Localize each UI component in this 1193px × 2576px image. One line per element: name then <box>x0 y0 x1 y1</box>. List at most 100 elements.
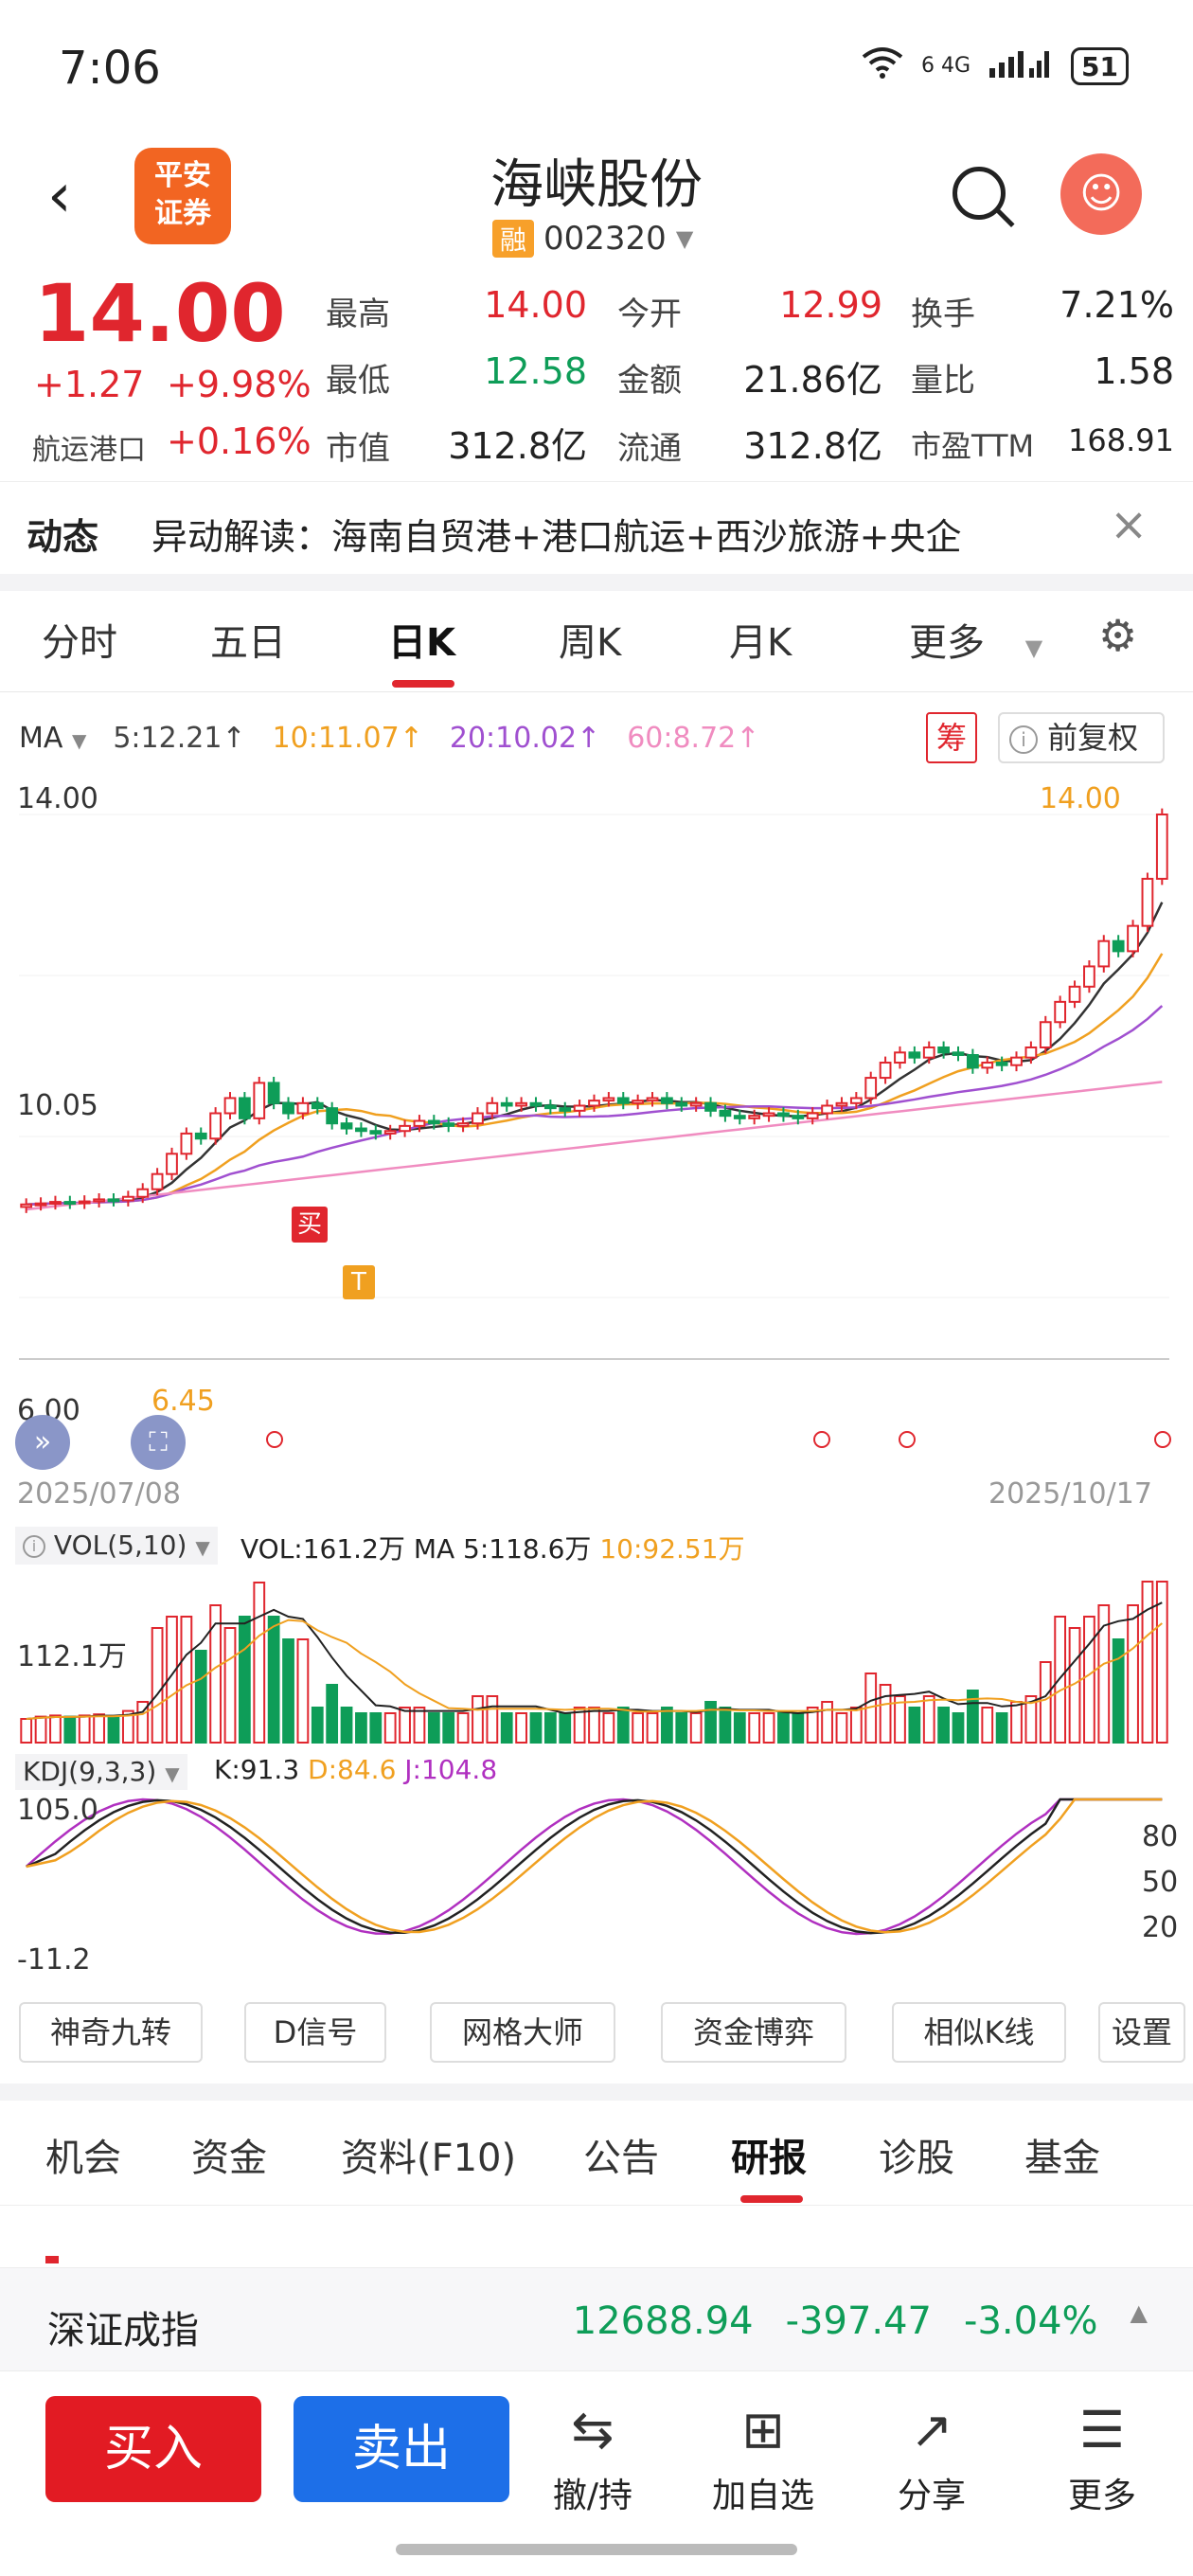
kdj-d-line <box>26 1798 1163 1934</box>
vol-axis-label: 112.1万 <box>17 1640 127 1673</box>
candle-up <box>180 1132 193 1155</box>
stat-value-volume-ratio: 1.58 <box>1094 350 1174 392</box>
stat-value-amount: 21.86亿 <box>743 359 882 401</box>
volume-bar-down <box>63 1715 77 1744</box>
tab-weekly-k[interactable]: 周K <box>559 621 622 665</box>
vol-indicator-selector[interactable]: i VOL(5,10) ▼ <box>15 1527 218 1565</box>
stat-label: 金额 <box>617 362 682 400</box>
candle-up <box>1039 1021 1052 1048</box>
tab-daily-k[interactable]: 日K <box>388 621 455 665</box>
expand-left-icon[interactable]: » <box>15 1415 70 1470</box>
candle-down <box>194 1132 207 1140</box>
tab-announcement[interactable]: 公告 <box>583 2137 659 2180</box>
tab-more[interactable]: 更多 ▼ <box>909 612 1042 667</box>
candle-up <box>515 1101 527 1107</box>
candle-up <box>632 1100 645 1104</box>
volume-bar-down <box>661 1707 673 1744</box>
tab-five-day[interactable]: 五日 <box>210 621 286 665</box>
news-text[interactable]: 异动解读：海南自贸港+港口航运+西沙旅游+央企 <box>151 516 962 558</box>
volume-bar-up <box>1097 1604 1111 1744</box>
ma-legend: MA ▼ 5:12.21↑ 10:11.07↑ 20:10.02↑ 60:8.7… <box>19 722 759 755</box>
tab-fund[interactable]: 基金 <box>1024 2137 1100 2180</box>
chip-distribution-button[interactable]: 筹 <box>926 712 977 763</box>
tab-monthly-k[interactable]: 月K <box>729 621 792 665</box>
volume-bar-down <box>267 1616 280 1744</box>
candle-down <box>661 1097 673 1104</box>
y-axis-mid-label: 10.05 <box>17 1089 98 1122</box>
cancel-hold-button[interactable]: ⇆ 撤/持 <box>526 2400 659 2517</box>
tab-diagnosis[interactable]: 诊股 <box>879 2137 954 2180</box>
close-icon[interactable]: × <box>1110 498 1148 551</box>
buy-button[interactable]: 买入 <box>45 2396 261 2502</box>
candle-up <box>1097 939 1111 968</box>
tool-d-signal[interactable]: D信号 <box>244 2002 386 2063</box>
ma-selector[interactable]: MA ▼ <box>19 722 86 755</box>
volume-bar-up <box>879 1684 892 1744</box>
candle-up <box>1024 1046 1038 1059</box>
news-label: 动态 <box>27 516 99 558</box>
news-strip[interactable] <box>0 481 1193 576</box>
volume-bar-up <box>602 1712 615 1744</box>
volume-bar-up <box>136 1701 150 1744</box>
ma60-value: 60:8.72↑ <box>627 722 760 755</box>
volume-bar-down <box>194 1650 207 1744</box>
tool-magic-nine[interactable]: 神奇九转 <box>19 2002 203 2063</box>
candle-up <box>253 1082 266 1119</box>
broker-logo: 平安 证券 <box>134 148 231 244</box>
kdj-j-line <box>25 1798 1163 1936</box>
tool-fund-game[interactable]: 资金博弈 <box>661 2002 846 2063</box>
fullscreen-icon[interactable]: ⛶ <box>131 1415 186 1470</box>
index-value: 12688.94 <box>572 2299 754 2343</box>
more-label: 更多 <box>1067 2477 1136 2515</box>
back-button[interactable]: ‹ <box>47 161 72 231</box>
stat-label: 市值 <box>326 430 390 468</box>
index-ticker[interactable] <box>0 2267 1193 2371</box>
stock-code-row[interactable]: 融 002320 ▼ <box>492 220 693 258</box>
assistant-avatar-icon[interactable]: ☺ <box>1060 153 1142 235</box>
tool-settings[interactable]: 设置 <box>1098 2002 1185 2063</box>
volume-bar-up <box>748 1712 761 1744</box>
sell-button[interactable]: 卖出 <box>294 2396 509 2502</box>
buy-signal-tag[interactable]: 买 <box>292 1207 328 1243</box>
active-tab-indicator <box>392 680 454 688</box>
kdj-50-label: 50 <box>1142 1866 1179 1899</box>
price-adjust-button[interactable]: i 前复权 <box>998 712 1165 763</box>
volume-bar-up <box>486 1695 499 1744</box>
volume-bar-up <box>121 1709 134 1744</box>
candle-up <box>646 1097 659 1102</box>
divider <box>0 2205 1193 2206</box>
candle-up <box>981 1062 994 1069</box>
candle-down <box>311 1101 324 1110</box>
tab-intraday[interactable]: 分时 <box>42 621 117 665</box>
tab-research[interactable]: 研报 <box>731 2137 807 2180</box>
search-icon[interactable] <box>953 167 1006 220</box>
volume-bar-down <box>355 1712 367 1744</box>
add-watchlist-label: 加自选 <box>711 2477 814 2515</box>
gear-icon[interactable]: ⚙ <box>1098 610 1138 661</box>
kdj-indicator-selector[interactable]: KDJ(9,3,3) ▼ <box>15 1754 187 1790</box>
t-signal-tag[interactable]: T <box>343 1265 375 1299</box>
stat-label: 市盈TTM <box>911 428 1035 464</box>
event-marker <box>1154 1431 1171 1448</box>
tab-capital[interactable]: 资金 <box>191 2137 267 2180</box>
sector-name[interactable]: 航运港口 <box>32 434 146 467</box>
candle-down <box>442 1122 455 1127</box>
candle-up <box>472 1112 484 1125</box>
volume-bar-up <box>151 1627 164 1744</box>
vol-title: VOL(5,10) <box>53 1530 187 1561</box>
tab-opportunity[interactable]: 机会 <box>45 2137 121 2180</box>
tab-f10[interactable]: 资料(F10) <box>341 2137 517 2180</box>
more-button[interactable]: ☰ 更多 <box>1036 2400 1168 2517</box>
share-button[interactable]: ↗ 分享 <box>865 2400 998 2517</box>
kline-chart[interactable] <box>0 777 1193 1998</box>
candle-down <box>966 1054 979 1069</box>
volume-bar-down <box>675 1712 688 1744</box>
share-icon: ↗ <box>910 2400 953 2460</box>
volume-bar-up <box>223 1627 237 1744</box>
tool-similar-k[interactable]: 相似K线 <box>892 2002 1066 2063</box>
volume-bar-up <box>632 1712 645 1744</box>
add-watchlist-button[interactable]: ⊞ 加自选 <box>697 2400 829 2517</box>
candle-up <box>151 1172 164 1190</box>
tool-grid-master[interactable]: 网格大师 <box>430 2002 615 2063</box>
vol-ma5: MA 5:118.6万 <box>413 1533 592 1565</box>
